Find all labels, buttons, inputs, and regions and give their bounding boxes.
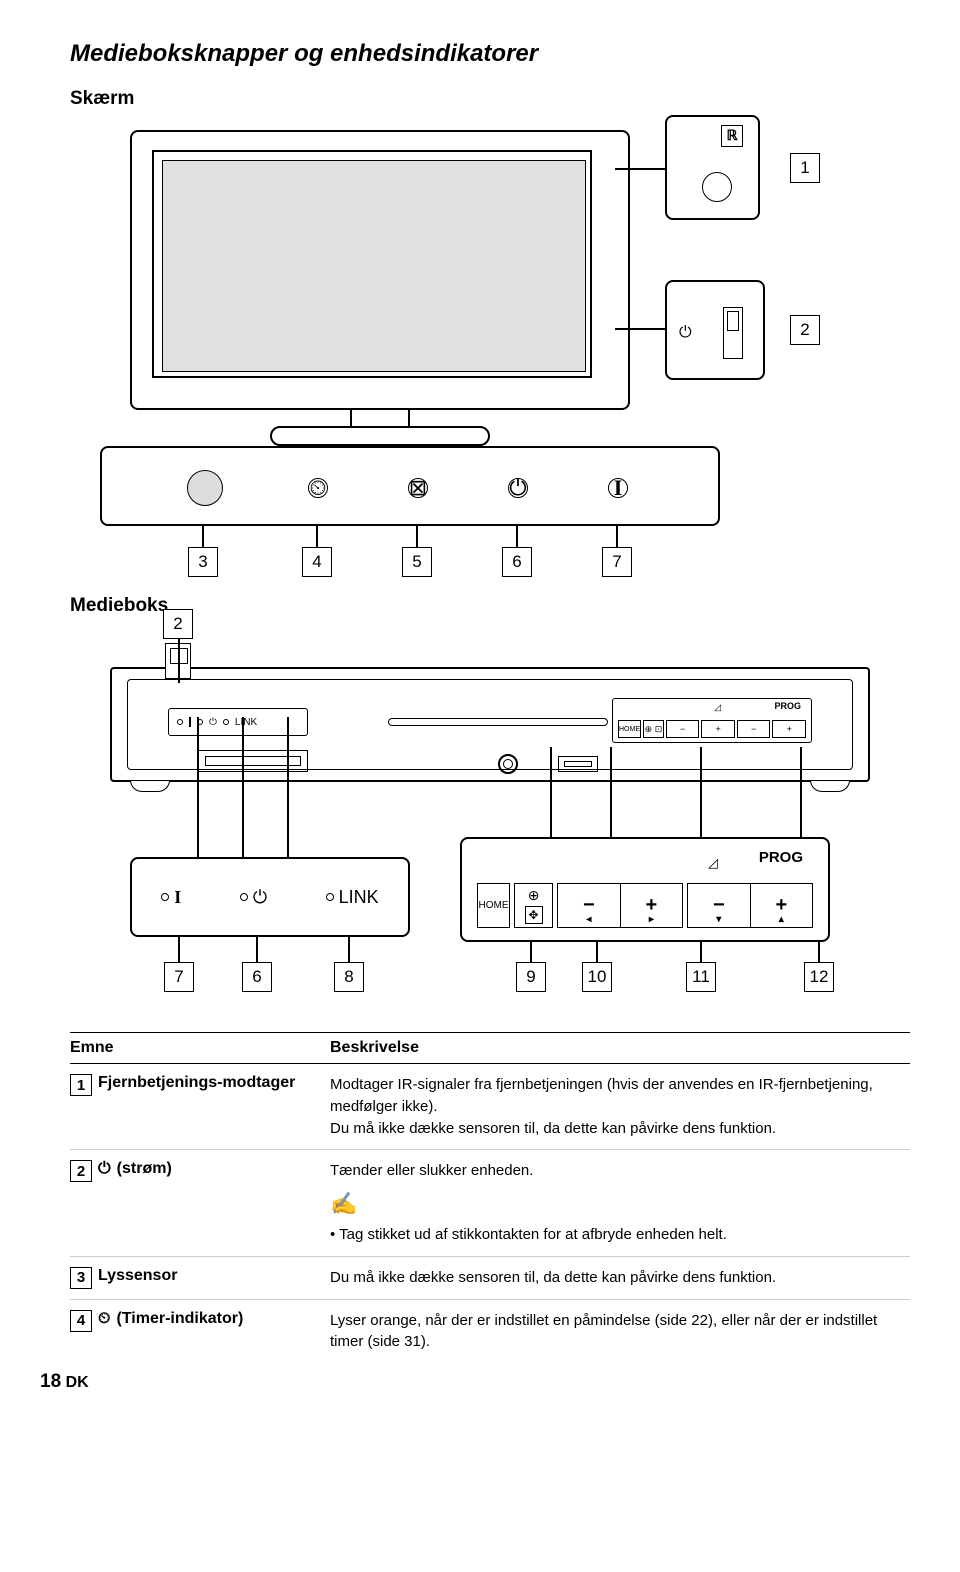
callout-8: 8 [334, 962, 364, 992]
vol-down-button[interactable]: −◂ [558, 884, 620, 927]
tv-outline [130, 130, 630, 410]
power-icon: ⏻ [253, 887, 267, 908]
callout-7b: 7 [164, 962, 194, 992]
table-row: 3 Lyssensor Du må ikke dække sensoren ti… [70, 1257, 910, 1300]
callout-9: 9 [516, 962, 546, 992]
table-row: 4 ⏲ (Timer-indikator) Lyser orange, når … [70, 1300, 910, 1364]
callout-7: 7 [602, 547, 632, 577]
zoom-left-panel: I ⏻ LINK [130, 857, 410, 937]
callout-2b: 2 [163, 609, 193, 639]
ir-receiver-box: ℝ [665, 115, 760, 220]
input-button[interactable]: ⊕ ✥ [514, 883, 553, 928]
section-mediabox: Medieboks [70, 595, 910, 617]
description-table: Emne Beskrivelse 1 Fjernbetjenings-modta… [70, 1032, 910, 1363]
link-label: LINK [339, 887, 379, 908]
table-header-item: Emne [70, 1039, 330, 1057]
mb-right-badge: ◿ PROG HOME ⊕ ⊡ −+ −+ [612, 698, 812, 743]
callout-3: 3 [188, 547, 218, 577]
power-switch-box: ⏻ [665, 280, 765, 380]
page-footer: 18 DK [40, 1371, 910, 1393]
callout-6: 6 [502, 547, 532, 577]
zoom-right-panel: ◿ PROG HOME ⊕ ✥ −◂ +▸ −▾ +▴ [460, 837, 830, 942]
callout-10: 10 [582, 962, 612, 992]
callout-5: 5 [402, 547, 432, 577]
prog-up-button[interactable]: +▴ [751, 884, 812, 927]
callout-2: 2 [790, 315, 820, 345]
table-header-desc: Beskrivelse [330, 1039, 910, 1057]
callout-6b: 6 [242, 962, 272, 992]
table-row: 2 ⏻ (strøm) Tænder eller slukker enheden… [70, 1150, 910, 1256]
mediabox-diagram: 2 ⏻ LINK ◿ PROG HOME ⊕ ⊡ [70, 627, 910, 1007]
front-panel: ⏲ ⊠ ⏻ I [100, 446, 720, 526]
callout-1: 1 [790, 153, 820, 183]
section-screen: Skærm [70, 88, 910, 110]
note-icon: ✍ [330, 1188, 910, 1220]
page-title: Medieboksknapper og enhedsindikatorer [70, 40, 910, 68]
callout-4: 4 [302, 547, 332, 577]
home-button[interactable]: HOME [477, 883, 510, 928]
table-row: 1 Fjernbetjenings-modtager Modtager IR-s… [70, 1064, 910, 1150]
vol-up-button[interactable]: +▸ [621, 884, 682, 927]
callout-11: 11 [686, 962, 716, 992]
callout-12: 12 [804, 962, 834, 992]
power-icon: ⏻ [679, 324, 692, 342]
prog-down-button[interactable]: −▾ [688, 884, 750, 927]
screen-diagram: ℝ 1 ⏻ 2 ⏲ ⊠ ⏻ I 3 4 5 6 7 [70, 120, 910, 580]
prog-label: PROG [759, 849, 803, 866]
ir-icon: ℝ [721, 125, 743, 147]
